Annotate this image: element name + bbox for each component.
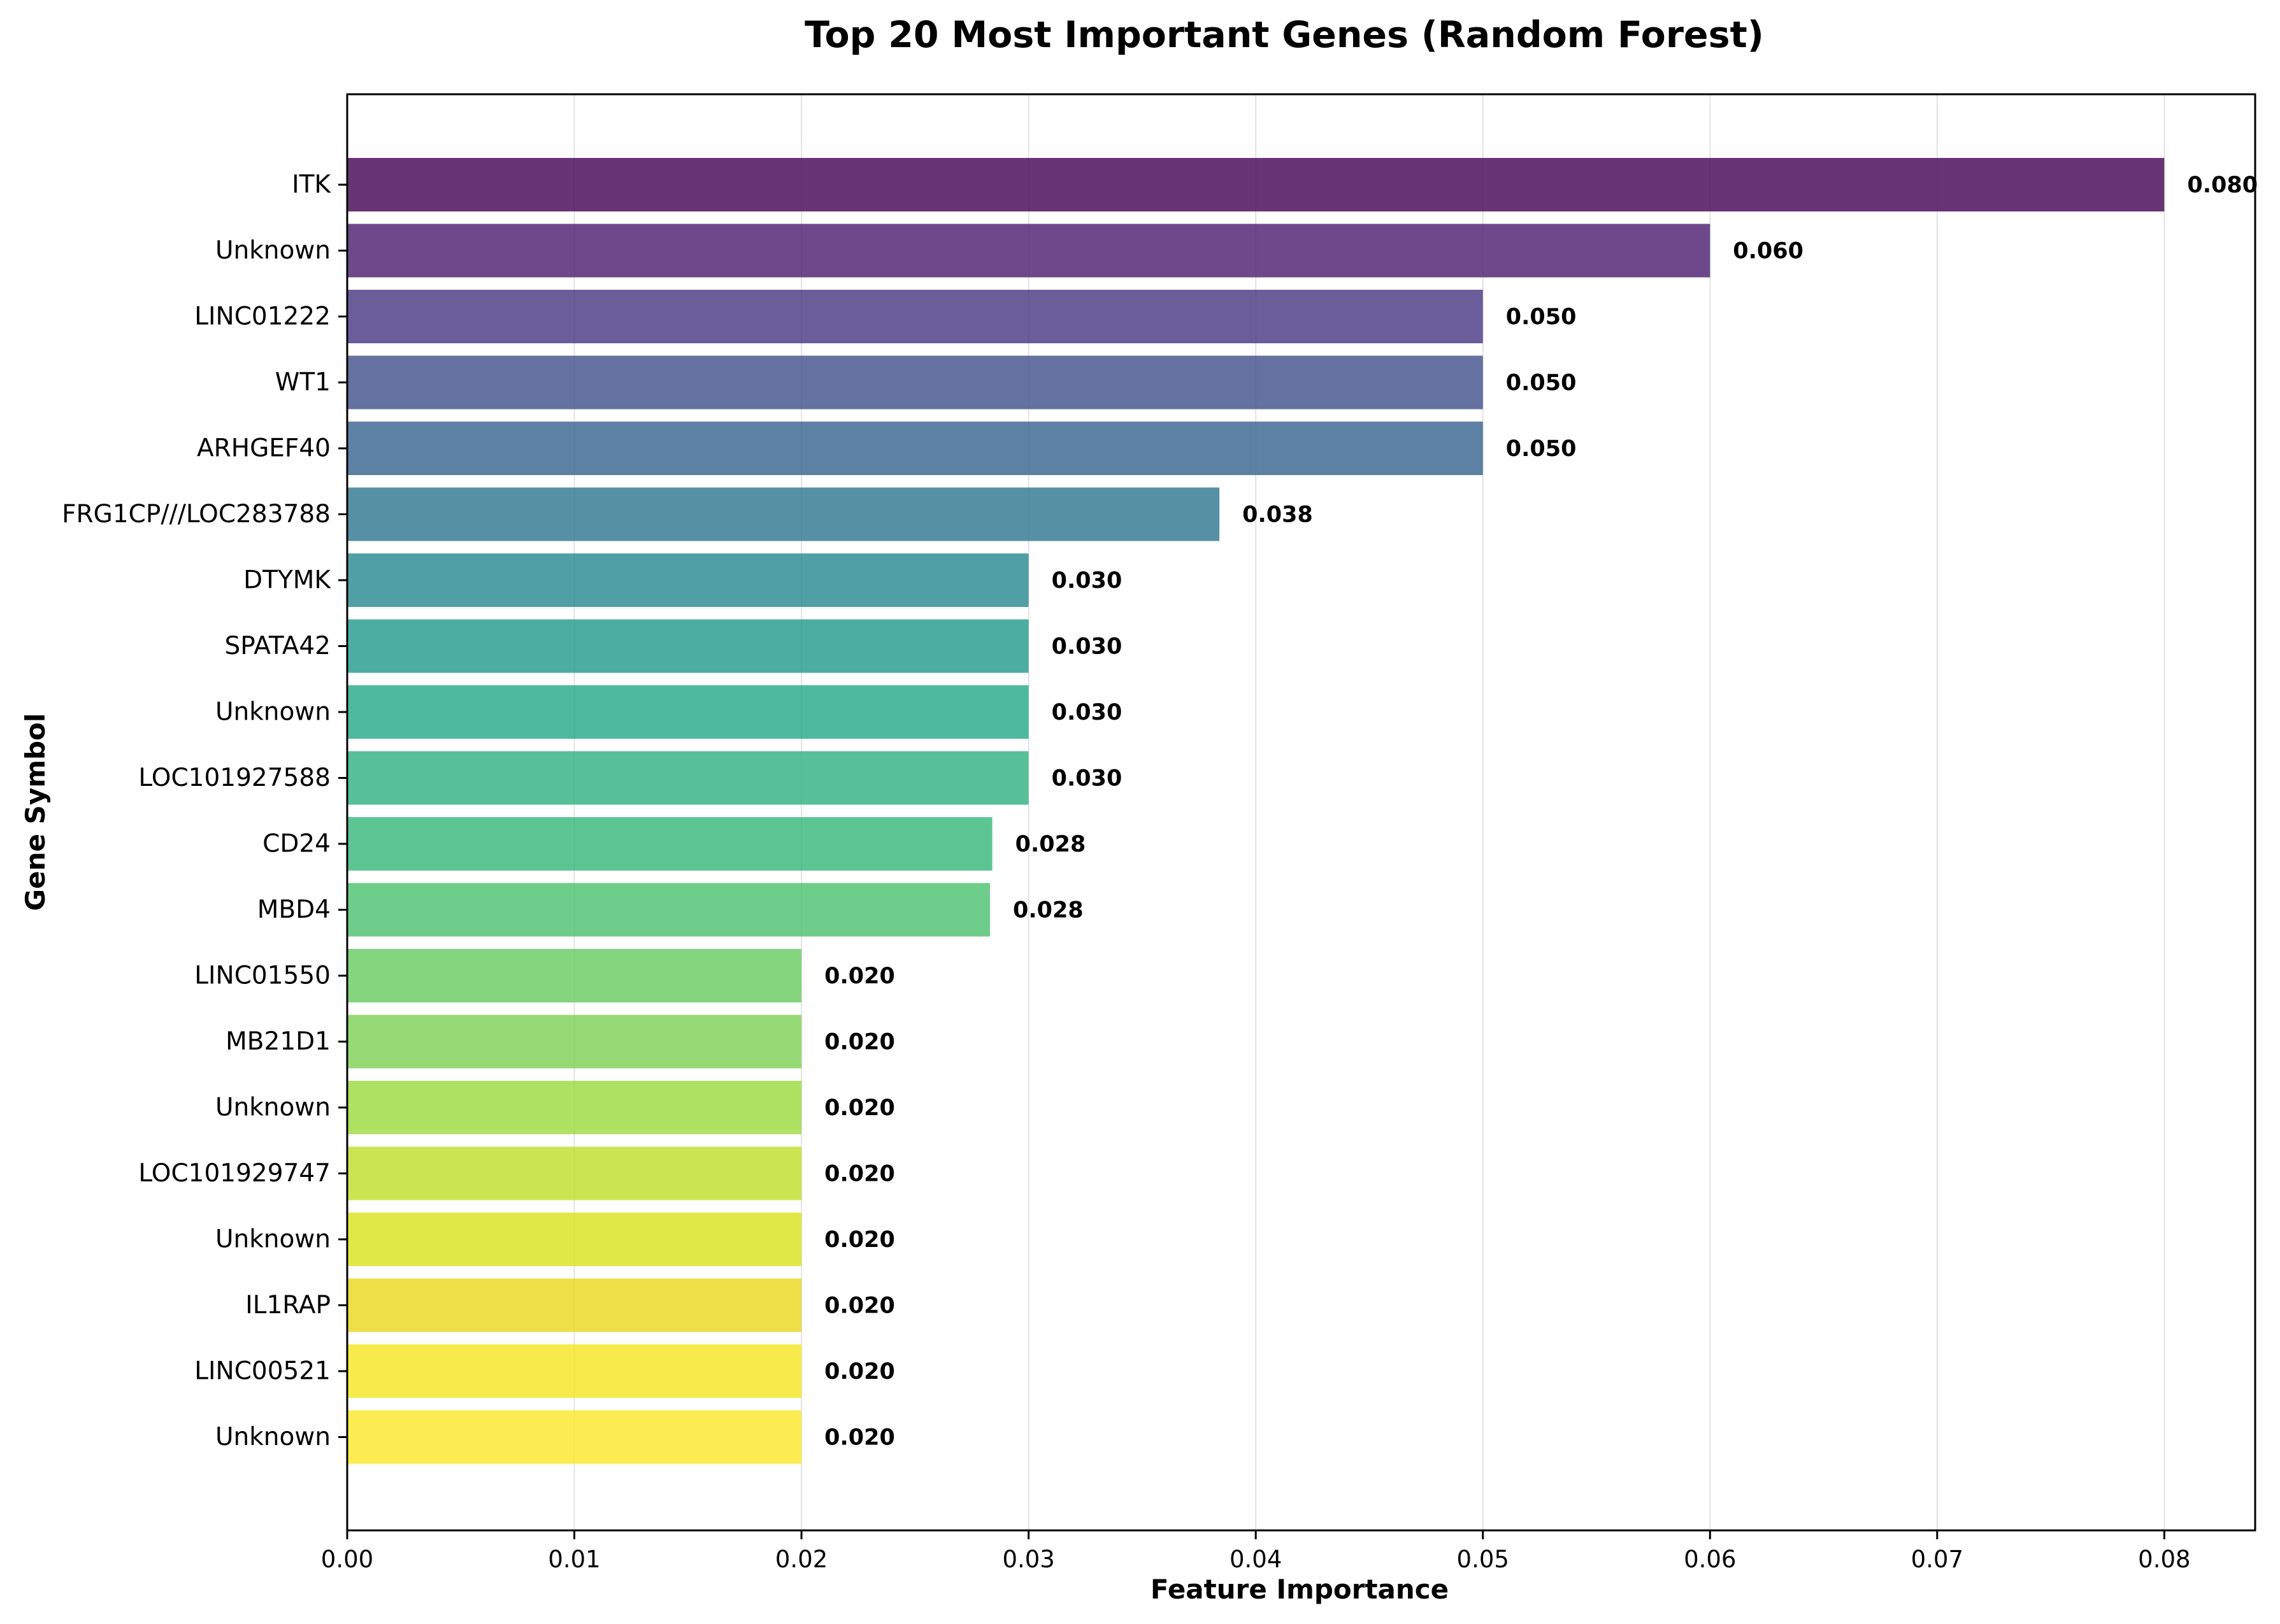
bar — [347, 290, 1483, 343]
bar-value-label: 0.050 — [1506, 304, 1577, 330]
y-tick-label: CD24 — [262, 830, 331, 858]
y-tick-label: Unknown — [215, 1093, 331, 1122]
bar-value-label: 0.050 — [1506, 371, 1577, 396]
bar — [347, 355, 1483, 410]
y-tick-label: SPATA42 — [224, 632, 331, 660]
y-tick-label: FRG1CP///LOC283788 — [62, 500, 331, 529]
y-tick-label: ARHGEF40 — [197, 434, 331, 463]
bar-value-label: 0.020 — [824, 1030, 895, 1055]
bar-value-label: 0.060 — [1733, 239, 1803, 264]
bar-value-label: 0.030 — [1052, 568, 1122, 594]
bar — [347, 817, 993, 871]
y-tick-label: IL1RAP — [245, 1291, 331, 1320]
bar — [347, 1015, 802, 1069]
x-tick-label: 0.06 — [1684, 1546, 1736, 1573]
y-tick-label: MB21D1 — [226, 1027, 331, 1056]
y-tick-label: LOC101929747 — [138, 1159, 331, 1188]
x-tick-label: 0.02 — [775, 1546, 828, 1573]
bar-value-label: 0.030 — [1052, 766, 1122, 792]
bar — [347, 1213, 802, 1266]
y-tick-label: LINC01550 — [194, 962, 331, 990]
bar — [347, 1410, 802, 1464]
bar — [347, 949, 802, 1002]
x-tick-label: 0.04 — [1230, 1546, 1282, 1573]
bar — [347, 553, 1029, 607]
y-tick-label: Unknown — [215, 236, 331, 265]
bar — [347, 158, 2165, 211]
y-axis-label: Gene Symbol — [20, 713, 51, 911]
x-tick-label: 0.07 — [1911, 1546, 1963, 1573]
bar — [347, 1278, 802, 1332]
bars — [347, 158, 2165, 1464]
bar — [347, 224, 1710, 278]
bar — [347, 422, 1483, 475]
chart-title: Top 20 Most Important Genes (Random Fore… — [805, 14, 1764, 56]
y-tick-label: LINC00521 — [194, 1357, 331, 1386]
bar-value-label: 0.028 — [1015, 832, 1086, 857]
bar-value-label: 0.080 — [2187, 173, 2258, 198]
y-tick-label: LOC101927588 — [138, 764, 331, 792]
x-axis-ticks: 0.00 0.01 0.02 0.03 0.04 0.05 0.06 0.07 0.08 — [321, 1530, 2191, 1573]
y-axis-ticks: ITK Unknown LINC01222 WT1 ARHGEF40 FRG1CP///L… — [62, 171, 347, 1451]
bar-value-label: 0.020 — [824, 1227, 895, 1253]
x-tick-label: 0.03 — [1002, 1546, 1054, 1573]
data-labels: 0.080 0.060 0.050 0.050 0.050 0.038 0.030 0.030… — [824, 173, 2258, 1451]
plot-frame — [346, 93, 2256, 1532]
y-tick-label: Unknown — [215, 1423, 331, 1451]
bar-value-label: 0.050 — [1506, 436, 1577, 462]
bar-value-label: 0.020 — [824, 1425, 895, 1451]
bar — [347, 685, 1029, 739]
bar — [347, 1081, 802, 1134]
bar-value-label: 0.020 — [824, 1359, 895, 1385]
bar-value-label: 0.020 — [824, 964, 895, 989]
x-tick-label: 0.08 — [2138, 1546, 2190, 1573]
y-tick-label: DTYMK — [243, 566, 331, 595]
x-tick-label: 0.01 — [548, 1546, 600, 1573]
bar — [347, 1146, 802, 1200]
y-tick-label: Unknown — [215, 1225, 331, 1254]
bar-value-label: 0.020 — [824, 1162, 895, 1187]
bar-value-label: 0.038 — [1242, 502, 1313, 528]
y-tick-label: MBD4 — [257, 895, 331, 924]
bar-value-label: 0.020 — [824, 1293, 895, 1319]
bar — [347, 619, 1029, 673]
x-tick-label: 0.00 — [321, 1546, 373, 1573]
x-tick-label: 0.05 — [1457, 1546, 1509, 1573]
y-tick-label: WT1 — [275, 368, 331, 397]
bar — [347, 883, 991, 937]
bar — [347, 751, 1029, 805]
bar — [347, 1344, 802, 1398]
y-tick-label: LINC01222 — [194, 303, 331, 331]
bar — [347, 487, 1220, 541]
y-tick-label: ITK — [292, 171, 331, 199]
bar-value-label: 0.030 — [1052, 634, 1122, 660]
bar-value-label: 0.020 — [824, 1095, 895, 1121]
y-tick-label: Unknown — [215, 698, 331, 727]
bar-value-label: 0.028 — [1013, 898, 1084, 923]
bar-value-label: 0.030 — [1052, 700, 1122, 725]
x-axis-label: Feature Importance — [1151, 1574, 1449, 1605]
